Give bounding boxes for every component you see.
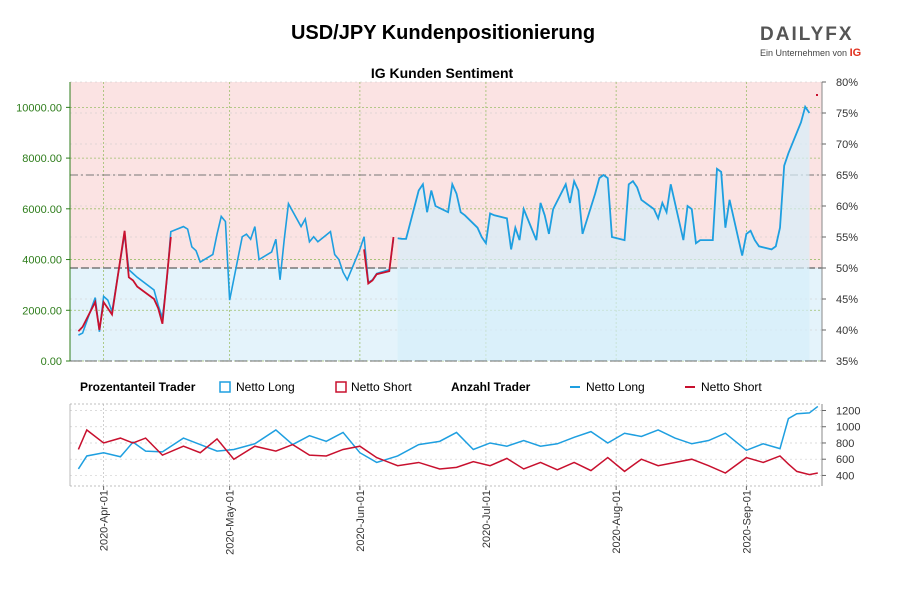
percent-tick-label: 45% bbox=[836, 294, 858, 306]
percent-tick-label: 35% bbox=[836, 356, 858, 368]
price-tick-label: 6000.00 bbox=[22, 204, 62, 216]
count-short-line bbox=[77, 428, 818, 476]
main-axes: 0.00 2000.00 4000.00 6000.00 8000.00 10000.00… bbox=[16, 77, 858, 368]
count-tick-label: 600 bbox=[836, 454, 854, 466]
legend-short-box-icon bbox=[335, 381, 347, 393]
price-tick-label: 0.00 bbox=[41, 356, 62, 368]
count-tick-label: 1000 bbox=[836, 422, 860, 434]
legend: Prozentanteil Trader Netto Long Netto Sh… bbox=[80, 380, 762, 394]
percent-tick-label: 80% bbox=[836, 77, 858, 89]
x-tick-label: 2020-May-01 bbox=[225, 490, 237, 555]
price-line bbox=[78, 201, 395, 336]
count-tick-label: 800 bbox=[836, 438, 854, 450]
chart-title: USD/JPY Kundenpositionierung bbox=[290, 22, 596, 44]
dailyfx-logo: DAILYFX Ein Unternehmen von IG bbox=[760, 24, 870, 59]
logo-tagline: Ein Unternehmen von IG bbox=[760, 47, 870, 59]
percent-tick-label: 65% bbox=[836, 170, 858, 182]
netto-short-line bbox=[363, 236, 395, 286]
x-tick-label: 2020-Sep-01 bbox=[741, 490, 753, 554]
price-tick-label: 10000.00 bbox=[16, 102, 62, 114]
netto-short-line bbox=[77, 230, 172, 332]
x-tick-label: 2020-Jun-01 bbox=[355, 490, 367, 552]
legend-percent-long: Netto Long bbox=[236, 380, 295, 394]
legend-percent-short: Netto Short bbox=[351, 380, 412, 394]
main-chart-title: IG Kunden Sentiment bbox=[371, 65, 514, 81]
netto-long-area bbox=[397, 106, 810, 361]
netto-long-line bbox=[397, 104, 811, 256]
count-tick-label: 400 bbox=[836, 470, 854, 482]
main-series-layer bbox=[77, 94, 818, 361]
legend-count-long: Netto Long bbox=[586, 380, 645, 394]
price-tick-label: 4000.00 bbox=[22, 255, 62, 267]
sub-gridlines bbox=[70, 404, 822, 486]
percent-tick-label: 40% bbox=[836, 325, 858, 337]
legend-count-short: Netto Short bbox=[701, 380, 762, 394]
sub-axes: 400 600 800 1000 1200 bbox=[69, 403, 860, 487]
percent-tick-label: 60% bbox=[836, 201, 858, 213]
price-tick-label: 2000.00 bbox=[22, 305, 62, 317]
price-tick-label: 8000.00 bbox=[22, 153, 62, 165]
legend-group-percent: Prozentanteil Trader bbox=[80, 380, 196, 394]
x-tick-label: 2020-Jul-01 bbox=[481, 490, 493, 548]
x-axis: 2020-Apr-01 2020-May-01 2020-Jun-01 2020-Ju… bbox=[99, 486, 753, 555]
x-tick-label: 2020-Aug-01 bbox=[611, 490, 623, 554]
latest-marker bbox=[816, 94, 818, 96]
count-tick-label: 1200 bbox=[836, 405, 860, 417]
logo-tagline-text: Ein Unternehmen von bbox=[760, 48, 848, 58]
logo-brand: DAILYFX bbox=[760, 24, 854, 45]
percent-tick-label: 70% bbox=[836, 139, 858, 151]
legend-long-box-icon bbox=[219, 381, 231, 393]
ig-logo-mark: IG bbox=[849, 47, 862, 59]
percent-tick-label: 55% bbox=[836, 232, 858, 244]
legend-group-count: Anzahl Trader bbox=[451, 380, 531, 394]
percent-tick-label: 50% bbox=[836, 263, 858, 275]
x-tick-label: 2020-Apr-01 bbox=[99, 490, 111, 551]
percent-tick-label: 75% bbox=[836, 108, 858, 120]
sub-series-layer bbox=[77, 405, 819, 476]
count-long-line bbox=[77, 405, 819, 470]
